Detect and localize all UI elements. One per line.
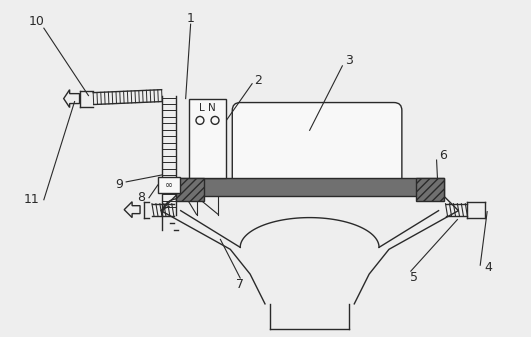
Text: 2: 2 (254, 74, 262, 87)
Text: 10: 10 (29, 15, 45, 28)
Polygon shape (176, 178, 443, 196)
Text: 1: 1 (187, 12, 194, 25)
Text: L N: L N (199, 102, 216, 113)
Polygon shape (176, 178, 203, 201)
Polygon shape (416, 178, 443, 201)
Text: 11: 11 (24, 193, 40, 206)
Text: 6: 6 (440, 149, 448, 162)
Text: ∞: ∞ (165, 180, 173, 190)
Text: 4: 4 (484, 261, 492, 274)
Text: 7: 7 (236, 278, 244, 290)
Text: 3: 3 (345, 54, 353, 67)
Text: 9: 9 (115, 178, 123, 191)
Bar (158, 177, 179, 193)
Text: 8: 8 (137, 191, 145, 204)
FancyBboxPatch shape (232, 102, 402, 186)
Bar (189, 99, 226, 178)
Text: 5: 5 (410, 271, 418, 284)
